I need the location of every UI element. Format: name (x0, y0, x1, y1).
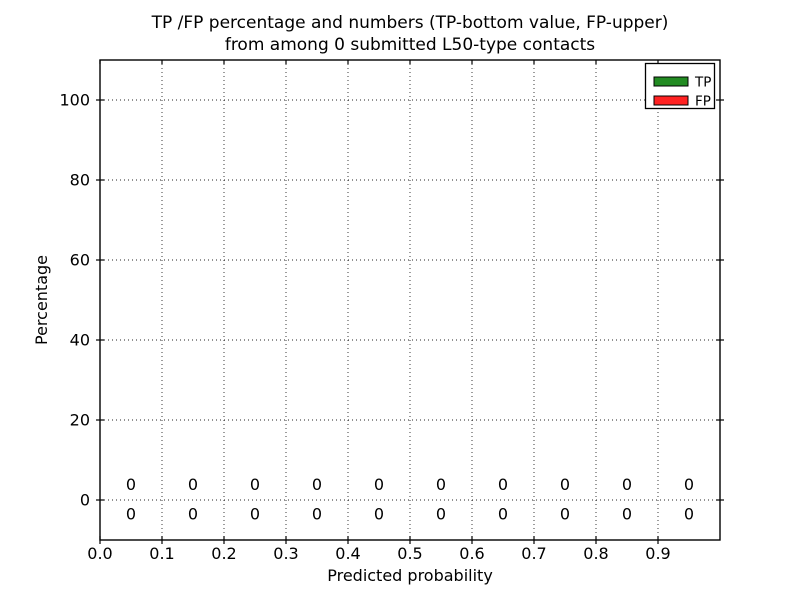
x-tick-label: 0.2 (211, 544, 236, 563)
tp-count-label: 0 (188, 505, 198, 524)
tp-count-label: 0 (374, 505, 384, 524)
y-tick-label: 80 (70, 171, 90, 190)
x-tick-label: 0.6 (459, 544, 484, 563)
legend-swatch-fp (653, 95, 689, 106)
chart-title-line1: TP /FP percentage and numbers (TP-bottom… (151, 13, 669, 33)
fp-count-label: 0 (188, 475, 198, 494)
x-axis-label: Predicted probability (327, 566, 493, 585)
x-tick-label: 0.9 (645, 544, 670, 563)
x-tick-label: 0.8 (583, 544, 608, 563)
tp-count-label: 0 (622, 505, 632, 524)
fp-count-label: 0 (622, 475, 632, 494)
y-tick-label: 100 (59, 91, 90, 110)
tick-labels: 0.0 0.1 0.2 0.3 0.4 0.5 0.6 0.7 0.8 0.9 0 20 40 60 80 1… (59, 91, 670, 564)
tp-count-label: 0 (126, 505, 136, 524)
x-tick-label: 0.7 (521, 544, 546, 563)
y-axis-label: Percentage (32, 255, 51, 345)
y-tick-label: 40 (70, 331, 90, 350)
legend-label-tp: TP (694, 75, 711, 91)
legend: TP FP (644, 62, 716, 110)
fp-count-label: 0 (126, 475, 136, 494)
x-tick-label: 0.0 (87, 544, 112, 563)
tp-count-label: 0 (560, 505, 570, 524)
tp-count-label: 0 (684, 505, 694, 524)
x-tick-label: 0.5 (397, 544, 422, 563)
tp-count-label: 0 (498, 505, 508, 524)
fp-count-label: 0 (498, 475, 508, 494)
tp-count-label: 0 (312, 505, 322, 524)
x-tick-label: 0.4 (335, 544, 360, 563)
legend-label-fp: FP (695, 94, 711, 110)
value-labels: 0 0 0 0 0 0 0 0 0 0 0 0 0 0 0 0 0 0 0 0 (126, 475, 694, 524)
fp-count-label: 0 (374, 475, 384, 494)
y-tick-label: 20 (70, 411, 90, 430)
fp-count-label: 0 (684, 475, 694, 494)
x-tick-label: 0.1 (149, 544, 174, 563)
y-tick-label: 0 (80, 491, 90, 510)
chart-title-line2: from among 0 submitted L50-type contacts (225, 35, 595, 55)
fp-count-label: 0 (436, 475, 446, 494)
x-tick-label: 0.3 (273, 544, 298, 563)
fp-count-label: 0 (312, 475, 322, 494)
fp-count-label: 0 (250, 475, 260, 494)
gridlines (100, 60, 720, 540)
y-tick-label: 60 (70, 251, 90, 270)
fp-count-label: 0 (560, 475, 570, 494)
tick-marks (96, 60, 724, 544)
tp-count-label: 0 (250, 505, 260, 524)
legend-swatch-tp (653, 76, 689, 87)
tp-count-label: 0 (436, 505, 446, 524)
